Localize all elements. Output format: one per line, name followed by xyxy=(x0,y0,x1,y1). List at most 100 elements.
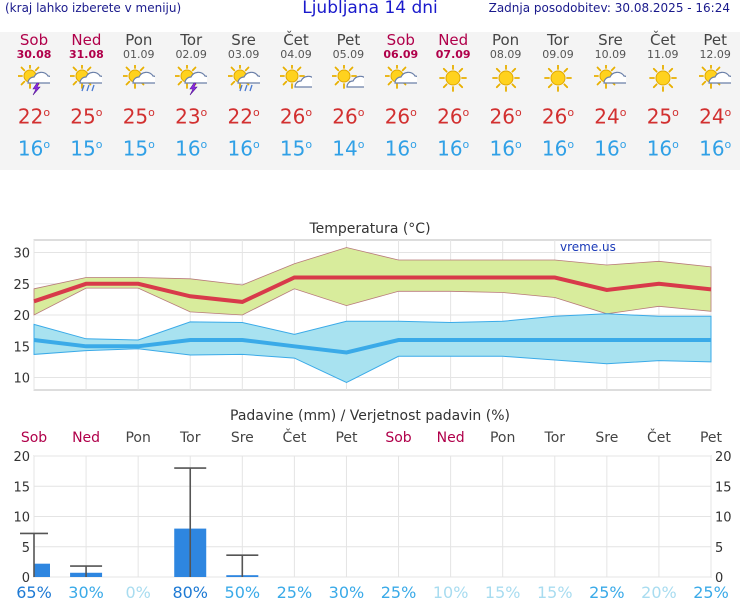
degree-sign: o xyxy=(43,137,51,151)
sun-small-cloud-icon xyxy=(332,65,365,89)
degree-sign: o xyxy=(410,106,417,119)
day-name: Čet xyxy=(650,31,676,49)
sun-icon xyxy=(544,65,572,92)
max-temperature: 26o xyxy=(270,101,322,129)
x-category-label: Tor xyxy=(179,430,201,446)
day-column: Pet 12.09 24o 16o xyxy=(689,32,740,161)
day-date: 02.09 xyxy=(175,48,207,61)
day-date: 12.09 xyxy=(699,48,731,61)
day-date: 08.09 xyxy=(489,48,522,61)
degree-sign: o xyxy=(410,137,417,151)
degree-sign: o xyxy=(672,106,679,119)
max-temperature-value: 25 xyxy=(122,104,149,129)
min-temperature-value: 15 xyxy=(122,136,149,161)
degree-sign: o xyxy=(305,137,313,151)
degree-sign: o xyxy=(567,106,575,119)
day-name: Sob xyxy=(19,31,49,49)
max-temperature: 25o xyxy=(113,101,165,129)
day-column: Tor 09.09 26o 16o xyxy=(532,32,584,161)
degree-sign: o xyxy=(252,137,260,151)
min-temperature: 16o xyxy=(637,133,689,160)
x-category-label: Sre xyxy=(595,430,618,446)
min-temperature: 15o xyxy=(60,133,112,160)
sun-cloud-icon xyxy=(594,65,627,89)
min-temperature: 15o xyxy=(270,133,322,161)
min-temperature: 16o xyxy=(218,133,270,160)
sun-cloud-thunder-icon xyxy=(18,65,50,96)
min-temperature-value: 16 xyxy=(489,136,515,161)
precipitation-probability: 15% xyxy=(485,583,521,600)
degree-sign: o xyxy=(514,137,522,151)
y-tick-label: 20 xyxy=(13,309,30,324)
day-column: Sob 06.09 26o 16o xyxy=(375,31,427,161)
day-name: Sre xyxy=(598,31,623,49)
max-temperature: 22o xyxy=(8,101,60,129)
day-column: Tor 02.09 23o 16o xyxy=(165,32,217,161)
min-temperature-value: 16 xyxy=(384,136,411,161)
day-name: Čet xyxy=(283,31,309,49)
y-tick-label-right: 0 xyxy=(715,571,723,586)
day-name: Sob xyxy=(386,31,415,49)
day-column: Ned 07.09 26o 16o xyxy=(427,31,479,161)
max-temperature-value: 25 xyxy=(70,104,96,129)
max-temperature: 24o xyxy=(584,101,636,129)
sun-cloud-rain-icon xyxy=(227,65,260,92)
precipitation-probability: 25% xyxy=(277,583,313,600)
day-name: Pon xyxy=(125,31,153,49)
day-date: 04.09 xyxy=(280,48,312,61)
min-temperature: 16o xyxy=(532,133,584,160)
y-tick-label: 25 xyxy=(13,278,30,293)
min-temperature: 16o xyxy=(480,133,532,161)
day-name: Ned xyxy=(71,31,102,49)
location-menu-hint: (kraj lahko izberete v meniju) xyxy=(5,1,182,15)
min-temperature: 16o xyxy=(427,133,479,161)
max-temperature-value: 26 xyxy=(541,104,568,129)
max-temperature: 26o xyxy=(480,101,532,129)
degree-sign: o xyxy=(672,137,679,151)
y-tick-label: 15 xyxy=(13,340,30,355)
degree-sign: o xyxy=(619,106,627,119)
day-column: Pon 01.09 25o 15o xyxy=(113,31,165,161)
precipitation-chart-title: Padavine (mm) / Verjetnost padavin (%) xyxy=(230,408,510,424)
max-temperature-line xyxy=(33,275,712,304)
precipitation-probability: 25% xyxy=(589,583,625,600)
day-date: 10.09 xyxy=(594,48,627,61)
day-name: Ned xyxy=(438,31,469,49)
min-temperature: 16o xyxy=(689,133,740,160)
degree-sign: o xyxy=(148,137,155,151)
precipitation-probability: 80% xyxy=(172,583,208,600)
y-tick-label: 10 xyxy=(13,511,30,526)
max-temperature-value: 22 xyxy=(227,104,253,129)
degree-sign: o xyxy=(95,137,103,151)
max-temperature: 23o xyxy=(165,101,217,129)
day-date: 06.09 xyxy=(383,48,419,61)
temperature-chart-title: Temperatura (°C) xyxy=(308,221,430,237)
min-temperature: 16o xyxy=(165,133,217,160)
max-temperature: 26o xyxy=(532,101,584,129)
min-temperature: 15o xyxy=(113,133,165,161)
precipitation-probability: 15% xyxy=(537,583,573,600)
day-name: Sre xyxy=(231,31,256,49)
max-temperature: 26o xyxy=(322,101,374,129)
max-temperature: 25o xyxy=(60,101,112,129)
precipitation-probability: 25% xyxy=(381,583,417,600)
sun-cloud-icon xyxy=(699,65,732,89)
watermark: vreme.us xyxy=(560,240,616,254)
min-temperature: 16o xyxy=(584,133,636,160)
min-temperature-value: 16 xyxy=(17,136,44,161)
precipitation-probability: 65% xyxy=(16,583,52,600)
min-temperature-value: 15 xyxy=(279,136,306,161)
precipitation-probability: 30% xyxy=(329,583,365,600)
max-temperature-value: 26 xyxy=(384,104,411,129)
degree-sign: o xyxy=(200,106,208,119)
day-column: Čet 11.09 25o 16o xyxy=(637,31,689,161)
y-tick-label: 20 xyxy=(13,450,30,465)
degree-sign: o xyxy=(148,106,155,119)
min-temperature-value: 14 xyxy=(332,136,358,161)
day-column: Sob 30.08 22o 16o xyxy=(8,31,60,161)
degree-sign: o xyxy=(200,137,208,151)
min-temperature-value: 16 xyxy=(437,136,463,161)
precipitation-probability: 10% xyxy=(433,583,469,600)
max-temperature: 25o xyxy=(637,101,689,129)
x-category-label: Ned xyxy=(437,430,465,446)
